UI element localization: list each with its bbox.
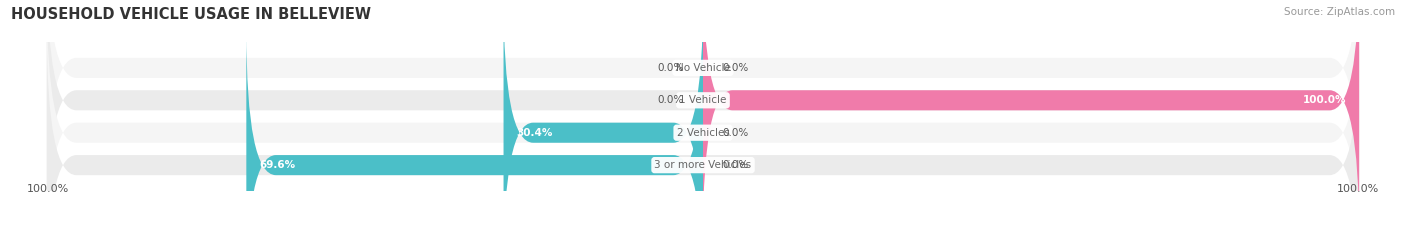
FancyBboxPatch shape — [503, 0, 703, 233]
FancyBboxPatch shape — [703, 0, 1360, 233]
Text: 100.0%: 100.0% — [1302, 95, 1346, 105]
Text: 30.4%: 30.4% — [516, 128, 553, 138]
Text: 0.0%: 0.0% — [723, 63, 749, 73]
Text: HOUSEHOLD VEHICLE USAGE IN BELLEVIEW: HOUSEHOLD VEHICLE USAGE IN BELLEVIEW — [11, 7, 371, 22]
Text: 0.0%: 0.0% — [657, 95, 683, 105]
Text: No Vehicle: No Vehicle — [675, 63, 731, 73]
Text: 100.0%: 100.0% — [1337, 185, 1379, 195]
Text: 0.0%: 0.0% — [723, 160, 749, 170]
Text: 0.0%: 0.0% — [723, 128, 749, 138]
Text: Source: ZipAtlas.com: Source: ZipAtlas.com — [1284, 7, 1395, 17]
FancyBboxPatch shape — [46, 0, 1360, 233]
FancyBboxPatch shape — [46, 0, 1360, 233]
Text: 3 or more Vehicles: 3 or more Vehicles — [654, 160, 752, 170]
Text: 69.6%: 69.6% — [260, 160, 295, 170]
Text: 0.0%: 0.0% — [657, 63, 683, 73]
FancyBboxPatch shape — [246, 29, 703, 233]
Text: 100.0%: 100.0% — [27, 185, 69, 195]
Text: 2 Vehicles: 2 Vehicles — [676, 128, 730, 138]
Text: 1 Vehicle: 1 Vehicle — [679, 95, 727, 105]
FancyBboxPatch shape — [46, 29, 1360, 233]
FancyBboxPatch shape — [46, 0, 1360, 204]
